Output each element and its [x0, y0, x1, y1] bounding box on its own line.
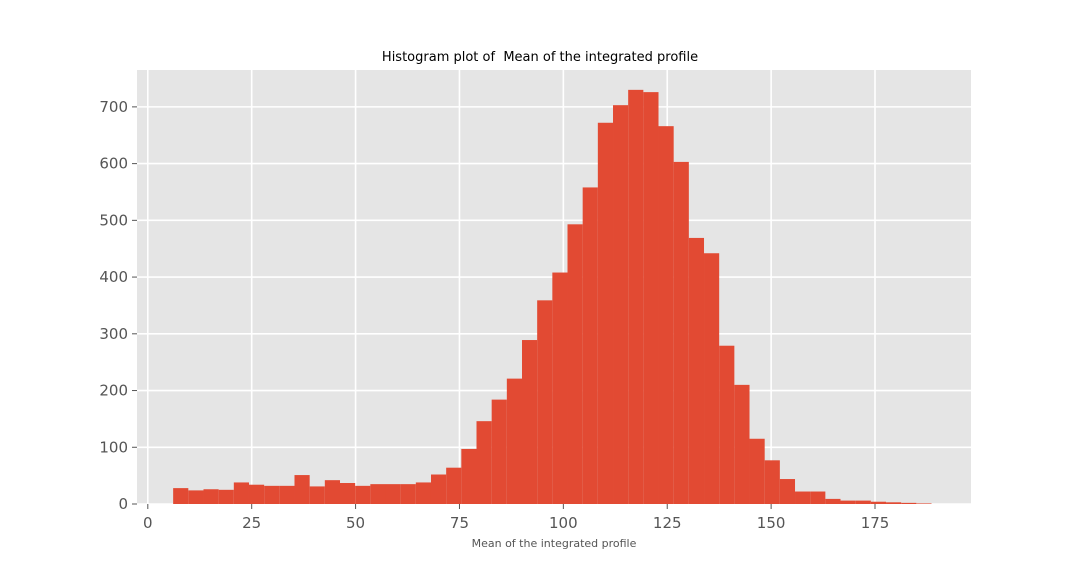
histogram-bar	[491, 399, 507, 504]
histogram-bar	[522, 340, 538, 504]
histogram-bar	[688, 237, 705, 504]
y-tick-label: 100	[99, 438, 128, 456]
histogram-bar	[779, 479, 796, 504]
histogram-bar	[446, 467, 462, 504]
histogram-bar	[643, 92, 659, 504]
histogram-bar	[309, 486, 325, 504]
histogram-bar	[476, 421, 492, 504]
histogram-bar	[825, 498, 841, 504]
histogram-bar	[294, 475, 310, 504]
x-tick-label: 50	[346, 514, 365, 532]
histogram-bar	[673, 161, 689, 504]
histogram-bar	[339, 483, 356, 504]
histogram-bar	[173, 488, 189, 504]
histogram-bar	[628, 89, 644, 505]
histogram-bar	[248, 484, 265, 504]
y-tick-label: 200	[99, 382, 128, 400]
histogram-bar	[870, 501, 887, 504]
histogram-bar	[552, 272, 568, 504]
x-tick-label: 100	[549, 514, 578, 532]
x-axis-label: Mean of the integrated profile	[471, 537, 637, 550]
y-tick-label: 700	[99, 98, 128, 116]
histogram-bar	[567, 224, 583, 505]
y-tick-label: 600	[99, 155, 128, 173]
y-tick-label: 0	[118, 495, 128, 513]
histogram-bar	[597, 122, 614, 504]
histogram-bar	[430, 474, 447, 504]
x-tick-label: 150	[757, 514, 786, 532]
histogram-bar	[264, 485, 280, 504]
x-tick-label: 75	[450, 514, 469, 532]
histogram-bar	[537, 300, 553, 504]
histogram-bar	[916, 503, 932, 504]
histogram-bar	[400, 484, 416, 504]
x-tick-label: 0	[143, 514, 153, 532]
histogram-bar	[188, 490, 204, 504]
histogram-bar	[355, 485, 371, 504]
histogram-bar	[582, 187, 598, 504]
histogram-bar	[901, 502, 917, 504]
histogram-bar	[719, 345, 735, 504]
histogram-bar	[385, 484, 401, 504]
x-tick-label: 125	[653, 514, 682, 532]
y-tick-label: 300	[99, 325, 128, 343]
histogram-bar	[461, 448, 477, 504]
histogram-bar	[658, 126, 674, 504]
histogram-bar	[855, 500, 871, 504]
x-tick-label: 175	[861, 514, 890, 532]
histogram-bar	[704, 253, 720, 504]
histogram-bar	[324, 480, 340, 504]
x-tick-label: 25	[242, 514, 261, 532]
histogram-bar	[218, 489, 234, 504]
histogram-bar	[749, 438, 765, 504]
histogram-bar	[506, 378, 523, 504]
histogram-bar	[370, 484, 386, 504]
histogram-bar	[734, 384, 750, 504]
histogram-bar	[279, 485, 295, 504]
y-tick-label: 400	[99, 268, 128, 286]
histogram-bar	[233, 482, 249, 504]
histogram-bar	[795, 491, 811, 504]
y-tick-label: 500	[99, 211, 128, 229]
histogram-bar	[613, 105, 629, 504]
chart-title: Histogram plot of Mean of the integrated…	[381, 50, 699, 65]
histogram-bar	[810, 491, 826, 504]
histogram-bar	[764, 460, 780, 504]
histogram-bar	[415, 482, 431, 504]
histogram-bar	[886, 502, 902, 504]
histogram-bar	[203, 489, 219, 504]
histogram-bar	[840, 500, 856, 504]
